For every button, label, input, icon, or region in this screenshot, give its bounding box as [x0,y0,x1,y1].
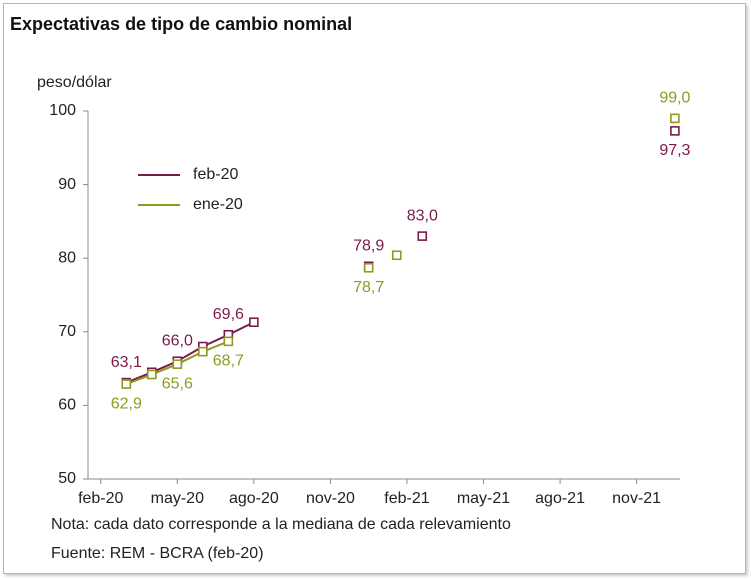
chart: Expectativas de tipo de cambio nominal p… [10,14,691,562]
data-label: 68,7 [213,353,244,370]
marker [670,126,680,136]
x-tick-label: feb-21 [384,490,429,507]
legend-label: feb-20 [193,166,238,183]
x-tick-label: nov-21 [612,490,661,507]
x-tick-label: ago-21 [535,490,585,507]
y-tick-label: 70 [58,323,76,340]
data-label: 63,1 [111,354,142,371]
data-label: 78,7 [353,279,384,296]
x-tick-label: ago-20 [229,490,279,507]
source: Fuente: REM - BCRA (feb-20) [51,545,264,562]
y-tick-label: 100 [49,102,76,119]
marker [391,250,402,261]
data-label: 62,9 [111,395,142,412]
x-tick-label: nov-20 [306,490,355,507]
x-tick-label: may-20 [151,490,204,507]
y-tick-label: 90 [58,176,76,193]
marker [146,369,157,380]
data-label: 66,0 [162,332,193,349]
data-label: 78,9 [353,238,384,255]
y-tick-label: 80 [58,249,76,266]
marker [363,262,374,273]
marker [417,231,428,241]
marker [670,113,680,124]
y-tick-label: 60 [58,397,76,414]
marker [198,346,208,357]
marker [249,317,259,328]
y-axis-label: peso/dólar [37,74,112,91]
chart-title: Expectativas de tipo de cambio nominal [10,14,352,34]
data-label: 65,6 [162,375,193,392]
legend-label: ene-20 [193,196,243,213]
data-label: 97,3 [659,142,690,159]
x-tick-label: feb-20 [78,490,123,507]
data-label: 83,0 [407,207,438,224]
frame: Expectativas de tipo de cambio nominal p… [3,3,746,574]
x-tick-label: may-21 [457,490,510,507]
data-label: 99,0 [659,90,690,107]
y-tick-label: 50 [58,470,76,487]
note: Nota: cada dato corresponde a la mediana… [51,516,511,533]
marker [223,336,234,347]
marker [121,379,132,389]
marker [172,359,183,369]
data-label: 69,6 [213,306,244,323]
